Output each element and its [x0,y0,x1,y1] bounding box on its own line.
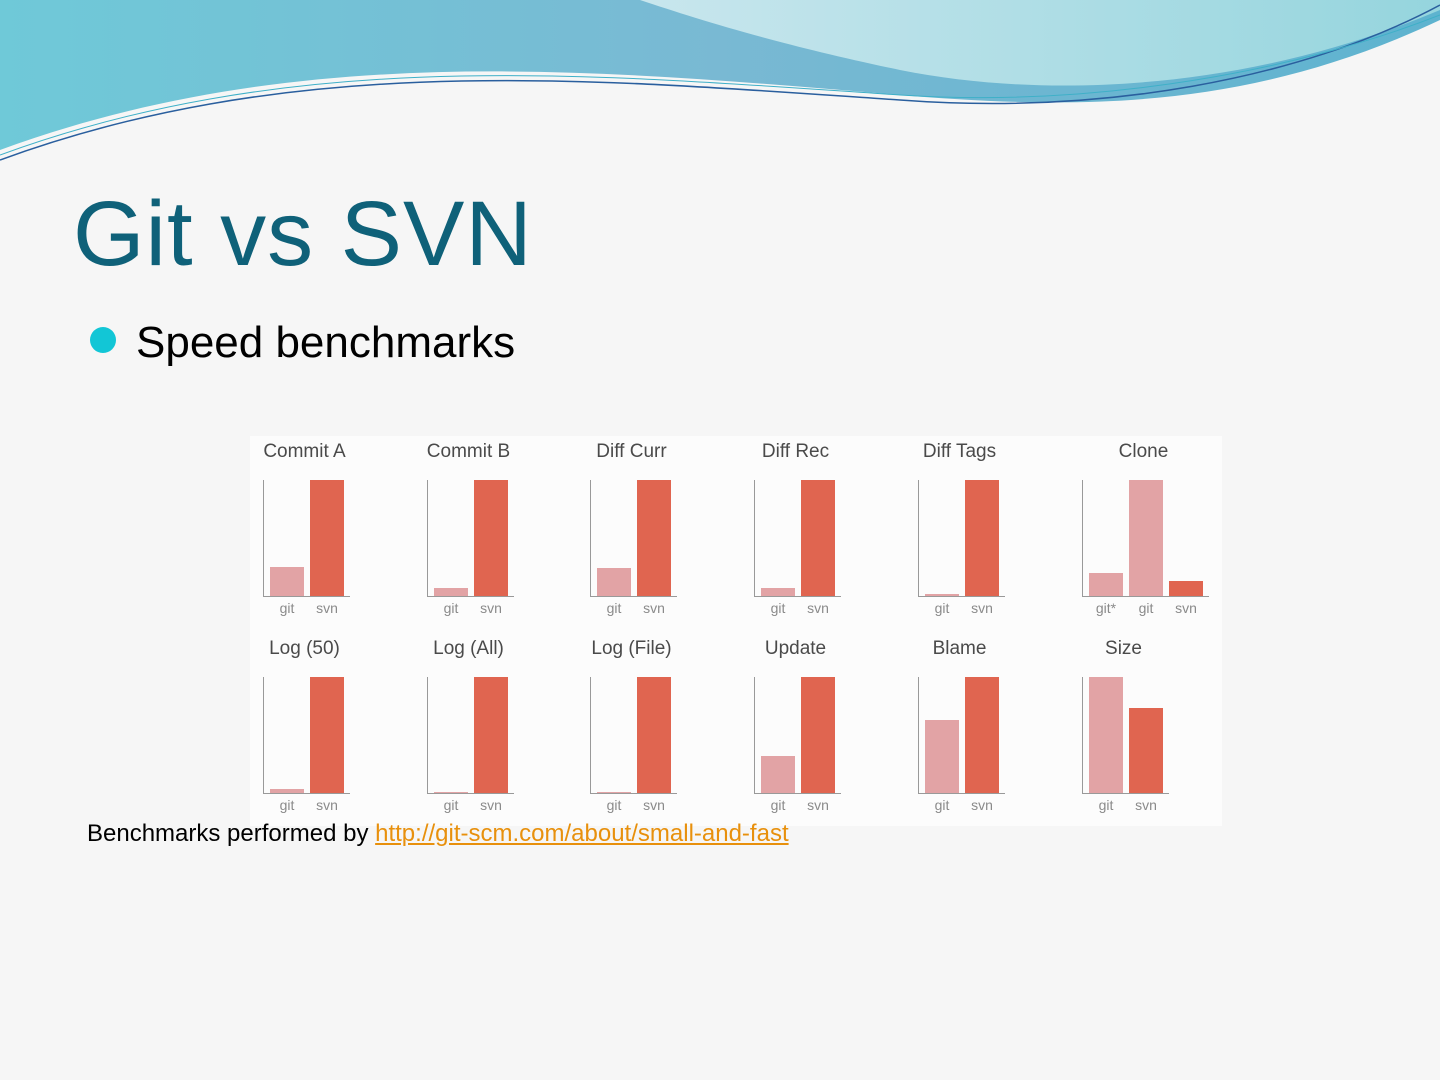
bar-diff-rec-git [761,588,795,596]
category-label: svn [643,600,665,616]
x-axis [1082,793,1169,794]
chart-title-diff-rec: Diff Rec [761,441,830,462]
category-label: git [443,797,459,813]
bar-diff-curr-git [597,568,631,596]
slide-title: Git vs SVN [73,183,533,285]
bar-log-all-git [434,792,468,793]
bar-blame-svn [965,677,999,793]
y-axis [754,677,755,793]
bullet-dot-icon [90,327,116,353]
source-link[interactable]: http://git-scm.com/about/small-and-fast [375,820,789,847]
category-label: git [1138,600,1154,616]
category-label: git [606,797,622,813]
bar-commit-b-git [434,588,468,596]
category-label: git [606,600,622,616]
y-axis [590,480,591,596]
category-label: svn [1175,600,1197,616]
chart-title-log-file: Log (File) [591,638,672,659]
bar-clone-git [1129,480,1163,596]
chart-title-commit-b: Commit B [426,441,511,462]
chart-title-blame: Blame [932,638,987,659]
chart-title-log-50: Log (50) [269,638,340,659]
x-axis [427,793,514,794]
footer-text: Benchmarks performed by [87,820,376,847]
category-label: git [1098,797,1114,813]
bar-size-git [1089,677,1123,793]
category-label: svn [971,600,993,616]
y-axis [590,677,591,793]
chart-title-log-all: Log (All) [433,638,504,659]
bar-diff-rec-svn [801,480,835,596]
x-axis [263,793,350,794]
y-axis [263,480,264,596]
y-axis [1082,677,1083,793]
category-label: svn [316,600,338,616]
chart-title-update: Update [764,638,827,659]
chart-title-commit-a: Commit A [263,441,346,462]
bullet-text: Speed benchmarks [136,318,516,367]
x-axis [1082,596,1209,597]
y-axis [754,480,755,596]
chart-title-clone: Clone [1118,441,1169,462]
x-axis [590,596,677,597]
category-label: git [770,797,786,813]
category-label: git [279,797,295,813]
bar-commit-a-svn [310,480,344,596]
bar-diff-tags-svn [965,480,999,596]
x-axis [754,596,841,597]
bar-log-file-svn [637,677,671,793]
bar-clone-git-star [1089,572,1123,596]
category-label: git [279,600,295,616]
y-axis [427,677,428,793]
y-axis [427,480,428,596]
category-label: svn [316,797,338,813]
y-axis [1082,480,1083,596]
bar-size-svn [1129,708,1163,793]
category-label: git* [1095,600,1117,616]
bar-update-git [761,755,795,793]
bar-diff-curr-svn [637,480,671,596]
bar-commit-a-git [270,567,304,596]
category-label: svn [480,797,502,813]
category-label: svn [807,600,829,616]
y-axis [918,677,919,793]
category-label: svn [1135,797,1157,813]
bar-log-all-svn [474,677,508,793]
x-axis [754,793,841,794]
category-label: svn [807,797,829,813]
x-axis [263,596,350,597]
category-label: git [443,600,459,616]
bar-clone-svn [1169,580,1203,596]
footer-note: Benchmarks performed by http://git-scm.c… [87,820,789,848]
category-label: git [770,600,786,616]
y-axis [918,480,919,596]
bullet-item: Speed benchmarks [90,318,515,368]
x-axis [918,596,1005,597]
category-label: git [934,797,950,813]
chart-title-diff-curr: Diff Curr [596,441,667,462]
category-label: git [934,600,950,616]
chart-title-size: Size [1105,638,1142,659]
bar-blame-git [925,719,959,793]
bar-diff-tags-git [925,594,959,596]
x-axis [918,793,1005,794]
category-label: svn [643,797,665,813]
benchmark-charts-panel: Commit A git svn Commit B git svn Diff Curr git… [250,436,1222,826]
bar-log-file-git [597,792,631,793]
bar-log-50-svn [310,677,344,793]
chart-title-diff-tags: Diff Tags [922,441,997,462]
bar-update-svn [801,677,835,793]
category-label: svn [480,600,502,616]
bar-log-50-git [270,788,304,793]
bar-commit-b-svn [474,480,508,596]
x-axis [427,596,514,597]
header-wave-decoration [0,0,1440,161]
y-axis [263,677,264,793]
category-label: svn [971,797,993,813]
x-axis [590,793,677,794]
